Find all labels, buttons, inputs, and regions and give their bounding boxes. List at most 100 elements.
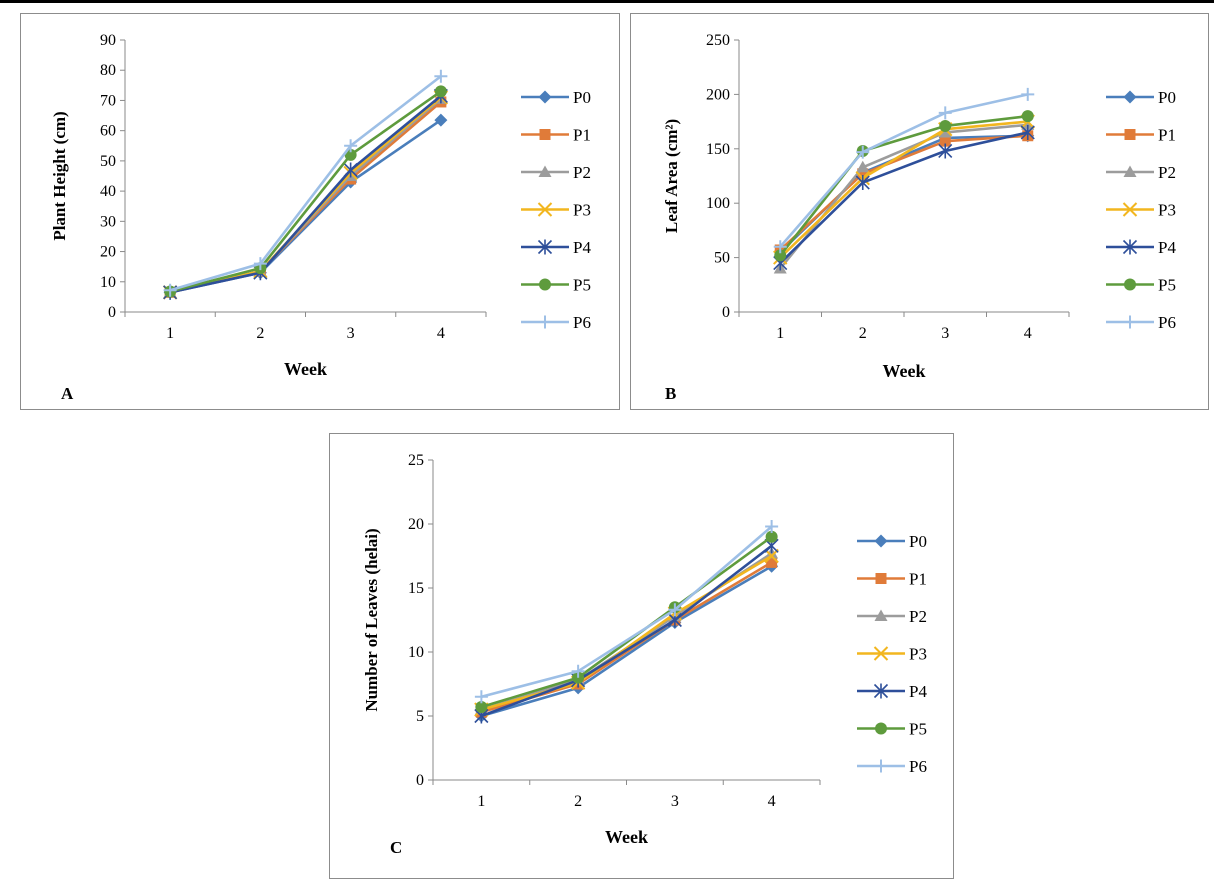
data-point-p6 xyxy=(938,106,952,120)
data-point-p6 xyxy=(344,139,358,153)
chart-a-svg: 0 10 20 30 40 50 60 70 80 90 1 2 3 4 Week Plant Height … xyxy=(50,32,591,403)
x-tick-label: 1 xyxy=(776,325,784,342)
legend-item-p0: P0 xyxy=(1106,88,1176,107)
legend-item-p4: P4 xyxy=(521,238,591,257)
series-p6 xyxy=(474,520,779,704)
series-line-p3 xyxy=(481,554,773,711)
y-tick-label: 150 xyxy=(706,141,730,158)
y-tick-label: 15 xyxy=(408,580,424,597)
series-p4 xyxy=(773,124,1035,271)
data-point-p4 xyxy=(343,162,358,178)
y-tick-label: 50 xyxy=(714,250,730,267)
data-point-p6 xyxy=(253,257,267,271)
panel-label: C xyxy=(390,838,402,857)
y-tick-label: 0 xyxy=(722,304,730,321)
legend-label: P0 xyxy=(573,88,591,107)
series-line-p6 xyxy=(481,525,773,699)
legend-swatch-marker xyxy=(873,683,889,699)
legend-swatch-marker xyxy=(539,129,551,140)
data-point-p5 xyxy=(475,701,488,714)
y-tick-label: 100 xyxy=(706,195,730,212)
series-p3 xyxy=(162,90,449,300)
legend-label: P4 xyxy=(909,682,927,701)
x-tick-label: 4 xyxy=(437,325,445,342)
legend-label: P2 xyxy=(573,163,591,182)
chart-c-svg: 0 5 10 15 20 25 1 2 3 4 Week Number of Leaves (hela… xyxy=(362,452,927,857)
series-p6 xyxy=(163,69,448,297)
legend-label: P3 xyxy=(1158,201,1176,220)
x-tick-label: 3 xyxy=(671,793,679,810)
legend: P0 P1 P2 P3 P4 P5 P6 xyxy=(857,532,927,776)
data-point-p6 xyxy=(163,283,177,297)
legend-swatch-marker xyxy=(1123,315,1137,329)
x-axis-title: Week xyxy=(605,827,648,847)
y-tick-label: 25 xyxy=(408,452,424,469)
x-tick-label: 3 xyxy=(347,325,355,342)
data-point-p5 xyxy=(344,148,357,161)
legend-item-p5: P5 xyxy=(857,720,927,739)
legend-item-p1: P1 xyxy=(1106,126,1176,145)
series-p4 xyxy=(163,88,448,300)
legend-item-p5: P5 xyxy=(1106,276,1176,295)
data-point-p4 xyxy=(938,143,953,159)
legend-swatch-marker xyxy=(874,609,888,621)
data-point-p5 xyxy=(939,119,952,132)
x-tick-label: 2 xyxy=(256,325,264,342)
legend-swatch-marker xyxy=(538,315,552,329)
data-point-p6 xyxy=(668,603,682,617)
legend-item-p4: P4 xyxy=(857,682,927,701)
y-tick-label: 5 xyxy=(416,708,424,725)
series-line-p4 xyxy=(480,544,773,718)
series-p5 xyxy=(475,530,778,714)
data-point-p6 xyxy=(856,145,870,159)
data-point-p1 xyxy=(766,556,778,568)
y-tick-label: 50 xyxy=(100,153,116,170)
data-point-p5 xyxy=(434,85,447,98)
legend-item-p3: P3 xyxy=(521,201,591,220)
chart-b-svg: 0 50 100 150 200 250 1 2 3 4 Week Leaf Area (cm²) B P… xyxy=(662,32,1176,403)
legend-item-p6: P6 xyxy=(1106,313,1176,332)
series-line-p1 xyxy=(779,134,1028,251)
y-tick-label: 70 xyxy=(100,92,116,109)
data-point-p3 xyxy=(764,548,779,564)
legend-swatch-marker xyxy=(1122,202,1138,217)
x-axis-title: Week xyxy=(883,361,926,381)
legend-swatch-marker xyxy=(874,759,888,773)
y-tick-label: 20 xyxy=(100,244,116,261)
x-axis-title: Week xyxy=(284,359,327,379)
legend-item-p2: P2 xyxy=(857,607,927,626)
series-line-p3 xyxy=(169,96,442,294)
legend-swatch-marker xyxy=(875,722,887,735)
legend-label: P4 xyxy=(1158,238,1176,257)
series-line-p4 xyxy=(779,131,1029,264)
series-line-p6 xyxy=(779,93,1029,248)
y-tick-label: 60 xyxy=(100,123,116,140)
legend-label: P5 xyxy=(1158,276,1176,295)
legend-label: P1 xyxy=(1158,126,1176,145)
legend-item-p3: P3 xyxy=(1106,201,1176,220)
legend-label: P1 xyxy=(909,570,927,589)
y-tick-label: 200 xyxy=(706,86,730,103)
data-point-p4 xyxy=(1020,124,1035,140)
y-tick-label: 90 xyxy=(100,32,116,49)
panel-label: A xyxy=(61,384,74,403)
series-line-p6 xyxy=(169,75,442,292)
y-axis-title: Plant Height (cm) xyxy=(50,111,69,240)
chart-panel-b: 0 50 100 150 200 250 1 2 3 4 Week Leaf Area (cm²) B P… xyxy=(630,13,1209,410)
legend-label: P0 xyxy=(1158,88,1176,107)
data-point-p6 xyxy=(765,520,779,534)
y-tick-label: 80 xyxy=(100,62,116,79)
legend-item-p2: P2 xyxy=(1106,163,1176,182)
legend: P0 P1 P2 P3 P4 P5 P6 xyxy=(1106,88,1176,332)
x-tick-label: 3 xyxy=(941,325,949,342)
series-p2 xyxy=(474,546,779,715)
y-tick-label: 40 xyxy=(100,183,116,200)
series-line-p5 xyxy=(779,114,1028,257)
chart-panel-a: 0 10 20 30 40 50 60 70 80 90 1 2 3 4 Week Plant Height … xyxy=(20,13,620,410)
legend-swatch-marker xyxy=(537,202,553,217)
legend-item-p2: P2 xyxy=(521,163,591,182)
series-line-p5 xyxy=(169,90,442,293)
legend-swatch-marker xyxy=(873,646,889,661)
chart-panel-c: 0 5 10 15 20 25 1 2 3 4 Week Number of Leaves (hela… xyxy=(329,433,954,879)
legend-item-p6: P6 xyxy=(857,757,927,776)
